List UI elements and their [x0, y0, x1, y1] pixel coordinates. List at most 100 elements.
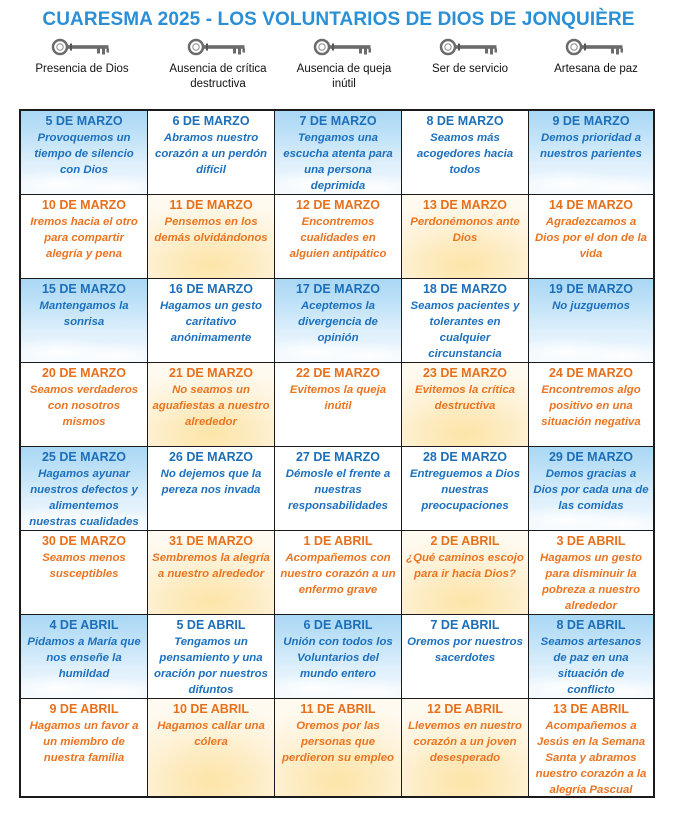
day-date: 22 DE MARZO [295, 366, 381, 380]
day-intention: Hagamos ayunar nuestros defectos y alime… [29, 468, 139, 528]
day-intention: Abramos nuestro corazón a un perdón difí… [154, 132, 267, 176]
calendar-day-cell: 22 DE MARZO Evitemos la queja inútil [275, 363, 402, 447]
day-date: 12 DE MARZO [295, 198, 381, 212]
category-header: Artesana de paz [532, 36, 660, 106]
day-intention: Aceptemos la divergencia de opinión [298, 300, 378, 344]
calendar-day-cell: 12 DE MARZO Encontremos cualidades en alg… [275, 195, 402, 279]
day-date: 15 DE MARZO [41, 282, 127, 296]
calendar-day-cell: 7 DE ABRIL Oremos por nuestros sacerdotes [402, 615, 529, 699]
day-intention: Hagamos un favor a un miembro de nuestra… [29, 720, 139, 764]
calendar-day-cell: 24 DE MARZO Encontremos algo positivo en … [529, 363, 653, 447]
day-intention: Seamos artesanos de paz en una situación… [540, 636, 642, 696]
key-icon [154, 38, 282, 56]
calendar-day-cell: 30 DE MARZO Seamos menos susceptibles [21, 531, 148, 615]
day-intention: Perdonémonos ante Dios [410, 216, 520, 244]
day-date: 7 DE MARZO [299, 114, 377, 128]
day-intention: Tengamos una escucha atenta para una per… [283, 132, 393, 192]
page-title: CUARESMA 2025 - LOS VOLUNTARIOS DE DIOS … [42, 9, 635, 30]
calendar-day-cell: 6 DE MARZO Abramos nuestro corazón a un p… [148, 111, 275, 195]
calendar-day-cell: 2 DE ABRIL ¿Qué caminos escojo para ir ha… [402, 531, 529, 615]
day-date: 25 DE MARZO [41, 450, 127, 464]
calendar-day-cell: 23 DE MARZO Evitemos la crítica destructi… [402, 363, 529, 447]
calendar-day-cell: 21 DE MARZO No seamos un aguafiestas a nu… [148, 363, 275, 447]
calendar-day-cell: 7 DE MARZO Tengamos una escucha atenta pa… [275, 111, 402, 195]
day-intention: Encontremos algo positivo en una situaci… [541, 384, 641, 428]
calendar-day-cell: 5 DE MARZO Provoquemos un tiempo de silen… [21, 111, 148, 195]
day-intention: Pidamos a María que nos enseñe la humild… [27, 636, 141, 680]
day-date: 19 DE MARZO [548, 282, 634, 296]
day-intention: Seamos verdaderos con nosotros mismos [29, 384, 139, 428]
day-date: 17 DE MARZO [295, 282, 381, 296]
day-intention: Encontremos cualidades en alguien antipá… [289, 216, 387, 260]
calendar-day-cell: 12 DE ABRIL Llevemos en nuestro corazón a… [402, 699, 529, 796]
day-date: 8 DE MARZO [426, 114, 504, 128]
key-icon [532, 38, 660, 56]
day-intention: Llevemos en nuestro corazón a un joven d… [408, 720, 522, 764]
day-date: 6 DE MARZO [172, 114, 250, 128]
calendar-day-cell: 29 DE MARZO Demos gracias a Dios por cada… [529, 447, 653, 531]
day-intention: Acompañemos a Jesús en la Semana Santa y… [535, 720, 647, 796]
day-intention: Provoquemos un tiempo de silencio con Di… [34, 132, 134, 176]
day-date: 29 DE MARZO [548, 450, 634, 464]
day-intention: Demos prioridad a nuestros parientes [540, 132, 642, 160]
day-intention: Evitemos la crítica destructiva [414, 384, 516, 412]
calendar-day-cell: 8 DE ABRIL Seamos artesanos de paz en una… [529, 615, 653, 699]
day-date: 4 DE ABRIL [49, 618, 119, 632]
category-header: Ausencia de crítica destructiva [154, 36, 282, 106]
calendar-day-cell: 10 DE ABRIL Hagamos callar una cólera [148, 699, 275, 796]
day-date: 20 DE MARZO [41, 366, 127, 380]
calendar-day-cell: 11 DE ABRIL Oremos por las personas que p… [275, 699, 402, 796]
calendar-day-cell: 3 DE ABRIL Hagamos un gesto para disminui… [529, 531, 653, 615]
calendar-day-cell: 11 DE MARZO Pensemos en los demás olvidán… [148, 195, 275, 279]
calendar-grid: 5 DE MARZO Provoquemos un tiempo de silen… [19, 109, 655, 798]
key-icon [280, 38, 408, 56]
calendar-day-cell: 27 DE MARZO Démosle el frente a nuestras … [275, 447, 402, 531]
category-label: Ausencia de queja inútil [296, 63, 392, 90]
day-date: 13 DE ABRIL [553, 702, 629, 716]
day-intention: Seamos más acogedores hacia todos [416, 132, 514, 176]
day-intention: Entreguemos a Dios nuestras preocupacion… [409, 468, 521, 512]
day-intention: Oremos por nuestros sacerdotes [407, 636, 523, 664]
day-intention: ¿Qué caminos escojo para ir hacia Dios? [406, 552, 524, 580]
calendar-day-cell: 8 DE MARZO Seamos más acogedores hacia to… [402, 111, 529, 195]
category-header: Ausencia de queja inútil [280, 36, 408, 106]
calendar-day-cell: 10 DE MARZO Iremos hacia el otro para com… [21, 195, 148, 279]
day-date: 13 DE MARZO [422, 198, 508, 212]
day-intention: Evitemos la queja inútil [289, 384, 387, 412]
day-date: 23 DE MARZO [422, 366, 508, 380]
day-date: 21 DE MARZO [168, 366, 254, 380]
day-intention: No juzguemos [552, 300, 630, 312]
day-date: 9 DE ABRIL [49, 702, 119, 716]
day-date: 30 DE MARZO [41, 534, 127, 548]
category-label: Presencia de Dios [35, 63, 129, 75]
day-intention: Iremos hacia el otro para compartir aleg… [30, 216, 138, 260]
day-date: 16 DE MARZO [168, 282, 254, 296]
day-date: 18 DE MARZO [422, 282, 508, 296]
calendar-day-cell: 20 DE MARZO Seamos verdaderos con nosotro… [21, 363, 148, 447]
day-date: 3 DE ABRIL [556, 534, 626, 548]
day-date: 9 DE MARZO [552, 114, 630, 128]
category-label: Artesana de paz [554, 63, 638, 75]
calendar-day-cell: 6 DE ABRIL Unión con todos los Voluntario… [275, 615, 402, 699]
day-intention: Acompañemos con nuestro corazón a un enf… [280, 552, 396, 596]
day-intention: Pensemos en los demás olvidándonos [154, 216, 268, 244]
day-intention: Seamos menos susceptibles [42, 552, 126, 580]
day-intention: Agradezcamos a Dios por el don de la vid… [534, 216, 648, 260]
day-date: 8 DE ABRIL [556, 618, 626, 632]
day-date: 7 DE ABRIL [430, 618, 500, 632]
day-intention: Demos gracias a Dios por cada una de las… [533, 468, 649, 512]
calendar-day-cell: 28 DE MARZO Entreguemos a Dios nuestras p… [402, 447, 529, 531]
day-intention: Unión con todos los Voluntarios del mund… [283, 636, 393, 680]
day-intention: Mantengamos la sonrisa [39, 300, 129, 328]
day-intention: Hagamos un gesto para disminuir la pobre… [540, 552, 642, 612]
calendar-day-cell: 9 DE MARZO Demos prioridad a nuestros par… [529, 111, 653, 195]
day-intention: Tengamos un pensamiento y una oración po… [154, 636, 268, 696]
day-intention: No seamos un aguafiestas a nuestro alred… [152, 384, 270, 428]
day-date: 31 DE MARZO [168, 534, 254, 548]
category-header: Ser de servicio [406, 36, 534, 106]
key-icon [18, 38, 146, 56]
calendar-day-cell: 17 DE MARZO Aceptemos la divergencia de o… [275, 279, 402, 363]
category-label: Ser de servicio [431, 63, 509, 75]
calendar-day-cell: 1 DE ABRIL Acompañemos con nuestro corazó… [275, 531, 402, 615]
day-date: 11 DE ABRIL [300, 702, 376, 716]
